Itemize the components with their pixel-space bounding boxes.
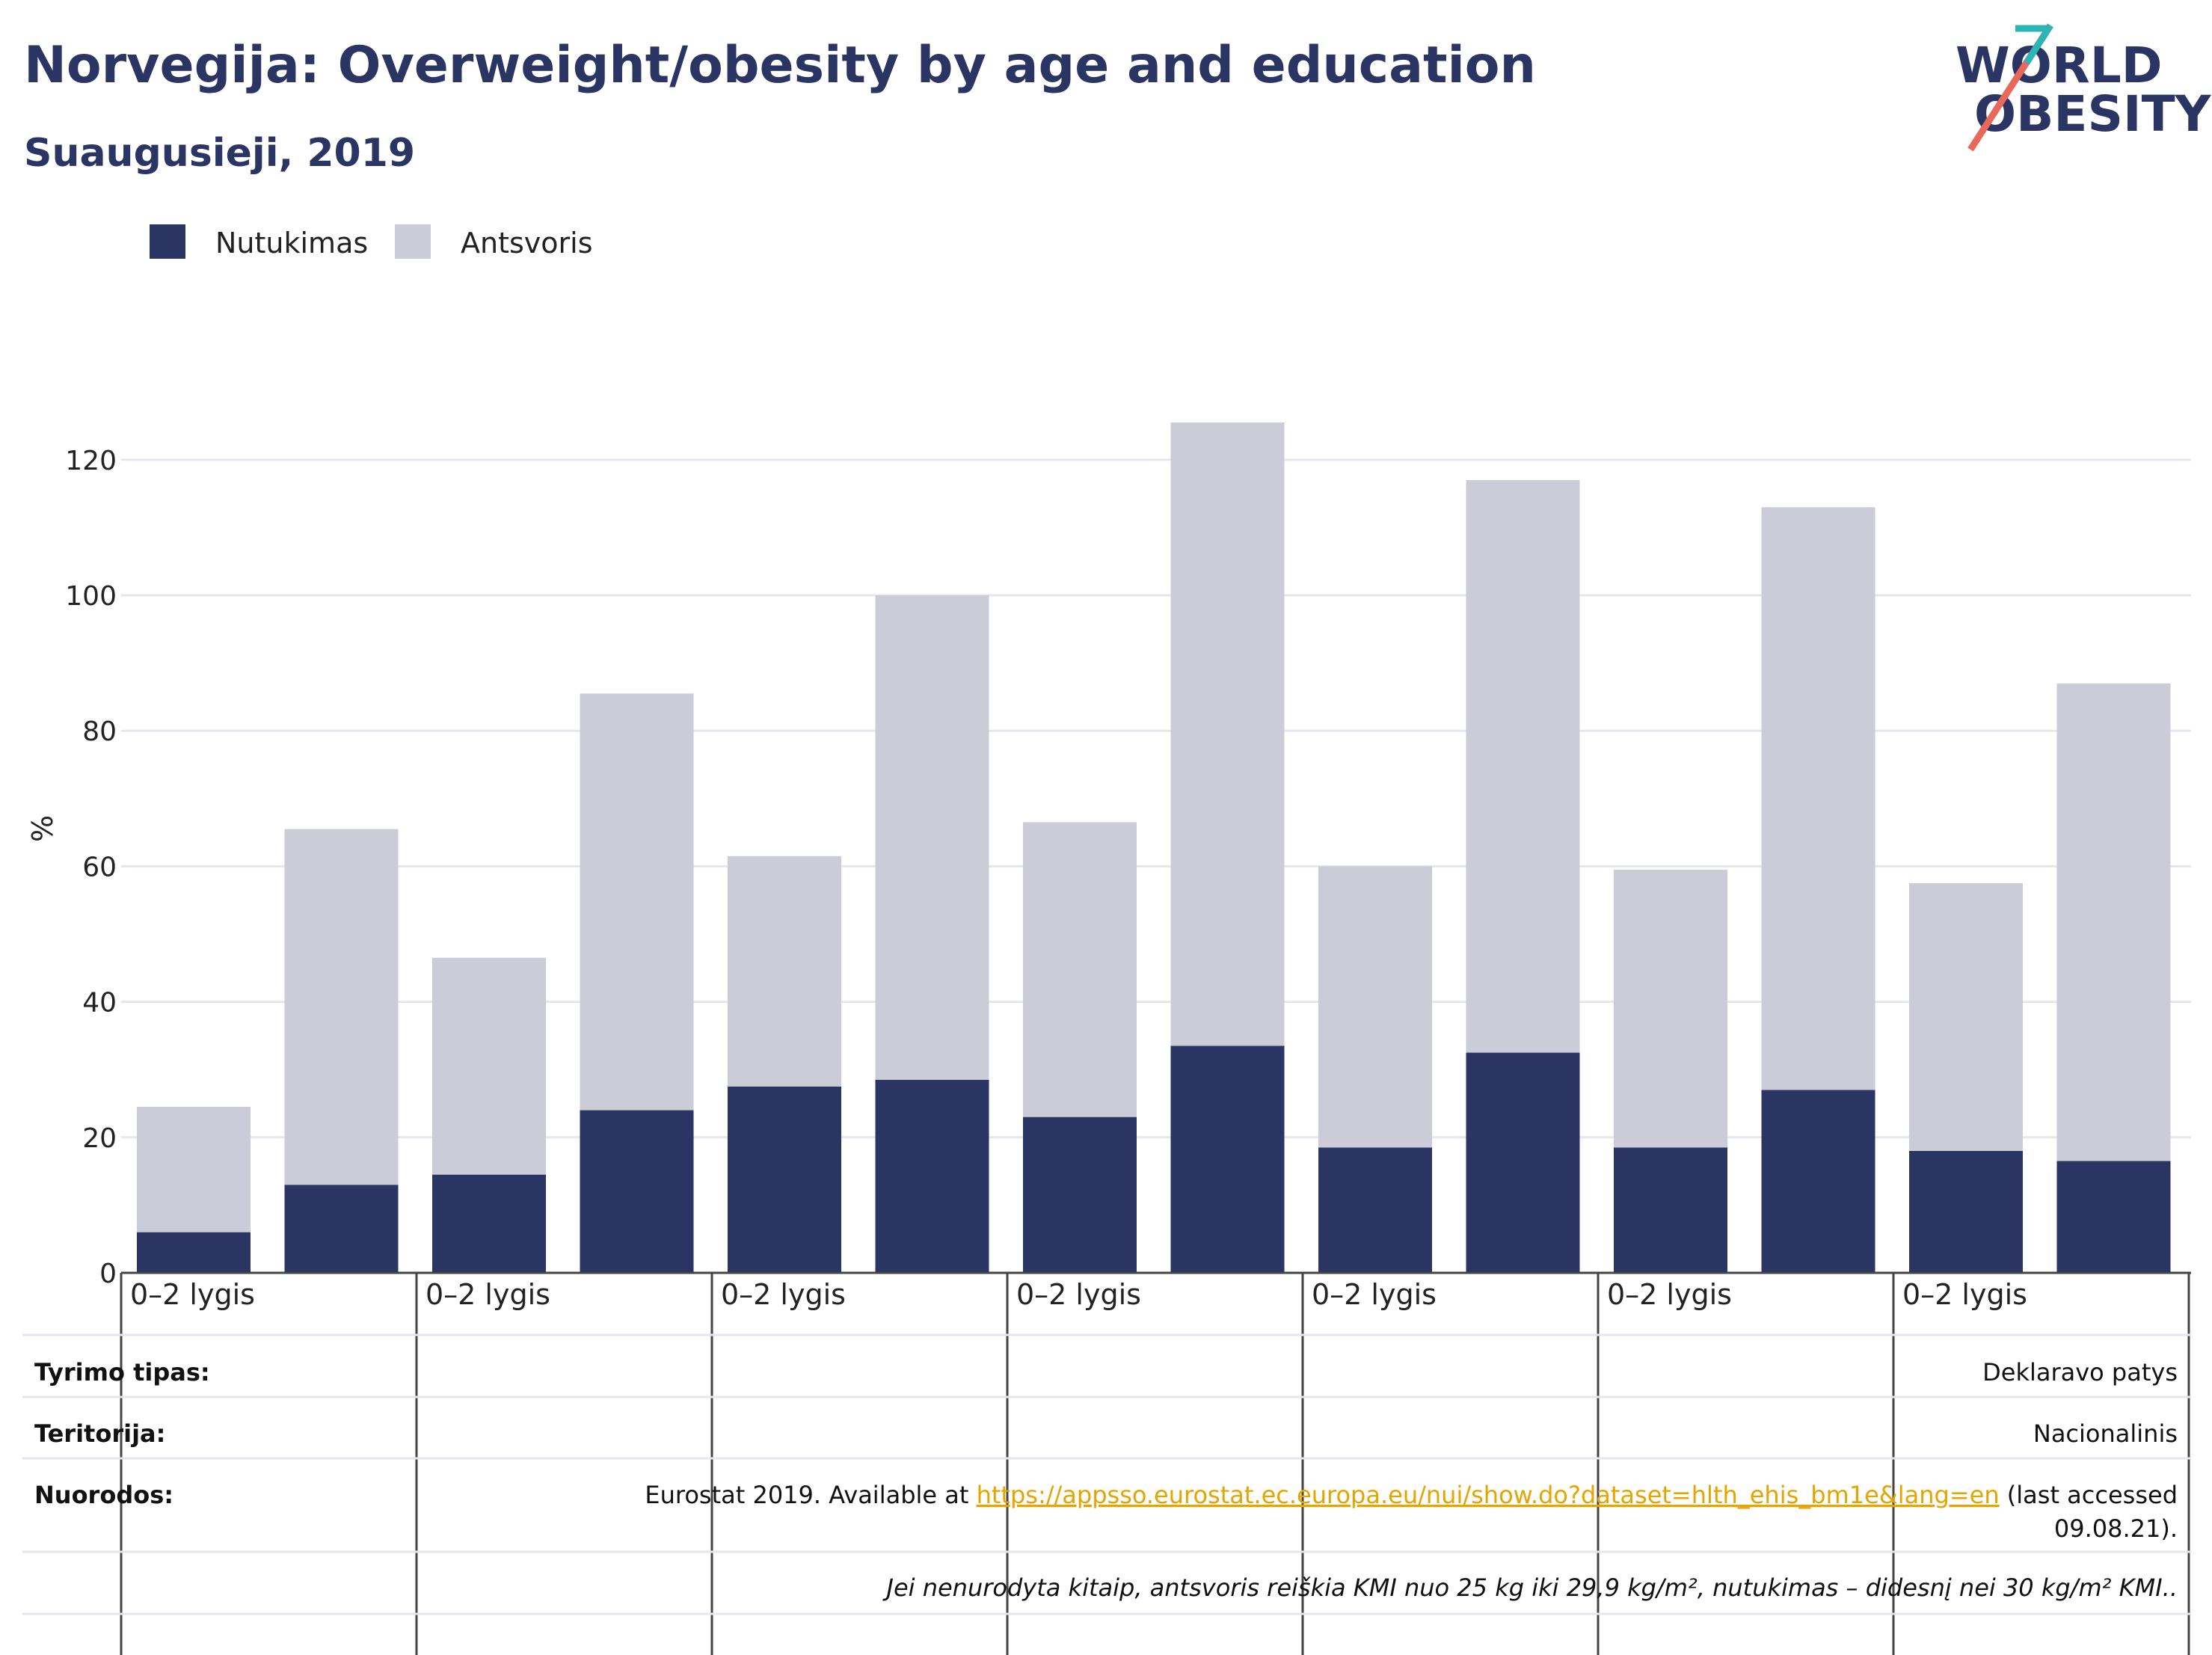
bar-nutukimas xyxy=(580,1110,694,1273)
x-group-label: 0–2 lygis xyxy=(1312,1278,1437,1311)
bar-nutukimas xyxy=(284,1185,399,1273)
x-axis-labels: 0–2 lygis 0–2 lygis 0–2 lygis 0–2 lygis 0–2 … xyxy=(120,1273,2190,1655)
bar-antsvoris xyxy=(284,829,399,1185)
bar-antsvoris xyxy=(2056,683,2171,1161)
bar-nutukimas xyxy=(1023,1117,1137,1273)
meta-ref-suffix: (last accessed xyxy=(2000,1481,2178,1509)
x-group-label: 0–2 lygis xyxy=(425,1278,550,1311)
y-tick-label: 100 xyxy=(65,581,117,612)
meta-value-references: Eurostat 2019. Available at https://apps… xyxy=(645,1481,2178,1509)
bar-antsvoris xyxy=(432,957,546,1175)
y-tick-label: 20 xyxy=(82,1123,117,1154)
bar-nutukimas xyxy=(875,1079,989,1273)
y-tick-label: 80 xyxy=(82,716,117,747)
meta-ref-line2: 09.08.21). xyxy=(2054,1514,2178,1543)
meta-note: Jei nenurodyta kitaip, antsvoris reiškia… xyxy=(882,1573,2178,1602)
gridlines xyxy=(121,458,2191,1139)
meta-ref-prefix: Eurostat 2019. Available at xyxy=(645,1481,976,1509)
bar-nutukimas xyxy=(1761,1090,1875,1273)
bar-antsvoris xyxy=(1318,866,1432,1148)
x-group-label: 0–2 lygis xyxy=(1016,1278,1141,1311)
meta-value-territory: Nacionalinis xyxy=(2033,1419,2178,1448)
logo-teal-slash xyxy=(2024,23,2053,65)
bar-nutukimas xyxy=(1170,1045,1285,1273)
bar-antsvoris xyxy=(580,693,694,1111)
meta-label-territory: Teritorija: xyxy=(34,1419,165,1448)
bar-antsvoris xyxy=(137,1107,251,1232)
bars xyxy=(121,422,2191,1274)
y-tick-label: 60 xyxy=(82,852,117,882)
x-group-label: 0–2 lygis xyxy=(1607,1278,1732,1311)
x-group-label: 0–2 lygis xyxy=(721,1278,846,1311)
meta-ref-link[interactable]: https://appsso.eurostat.ec.europa.eu/nui… xyxy=(977,1481,2000,1509)
bar-antsvoris xyxy=(1170,422,1285,1046)
bar-nutukimas xyxy=(1909,1150,2023,1273)
bar-antsvoris xyxy=(1023,822,1137,1117)
bar-nutukimas xyxy=(1466,1052,1580,1273)
legend-swatch-antsvoris xyxy=(395,224,431,259)
y-tick-label: 40 xyxy=(82,988,117,1019)
y-tick-label: 0 xyxy=(99,1259,117,1289)
y-tick-label: 120 xyxy=(65,446,117,476)
meta-value-survey-type: Deklaravo patys xyxy=(1982,1358,2178,1387)
y-axis-title: % xyxy=(26,815,59,842)
bar-antsvoris xyxy=(875,595,989,1080)
bar-antsvoris xyxy=(728,856,841,1087)
logo-line2: OBESITY xyxy=(1974,85,2212,143)
bar-nutukimas xyxy=(432,1174,546,1273)
legend-label-nutukimas: Nutukimas xyxy=(215,227,368,260)
bar-nutukimas xyxy=(1614,1147,1727,1273)
metadata-table: Tyrimo tipas: Deklaravo patys Teritorija… xyxy=(22,1333,2191,1615)
meta-label-survey-type: Tyrimo tipas: xyxy=(34,1358,210,1387)
legend-swatch-nutukimas xyxy=(150,224,185,259)
bar-antsvoris xyxy=(1909,883,2023,1151)
bar-nutukimas xyxy=(1318,1147,1432,1273)
logo-line1: WORLD xyxy=(1956,37,2163,94)
chart-subtitle: Suaugusieji, 2019 xyxy=(24,131,415,176)
bar-nutukimas xyxy=(2056,1161,2171,1273)
legend: Nutukimas Antsvoris xyxy=(150,224,593,260)
world-obesity-logo: WORLD OBESITY xyxy=(1956,23,2212,152)
legend-label-antsvoris: Antsvoris xyxy=(461,227,593,260)
chart-title: Norvegija: Overweight/obesity by age and… xyxy=(24,36,1536,95)
bar-nutukimas xyxy=(137,1232,251,1273)
x-group-label: 0–2 lygis xyxy=(130,1278,255,1311)
x-group-label: 0–2 lygis xyxy=(1902,1278,2027,1311)
bar-antsvoris xyxy=(1761,507,1875,1090)
bar-nutukimas xyxy=(728,1086,841,1273)
bar-antsvoris xyxy=(1614,869,1727,1148)
bar-antsvoris xyxy=(1466,479,1580,1053)
y-axis-ticks: 0 20 40 60 80 100 120 xyxy=(65,446,117,1289)
meta-label-references: Nuorodos: xyxy=(34,1481,173,1509)
